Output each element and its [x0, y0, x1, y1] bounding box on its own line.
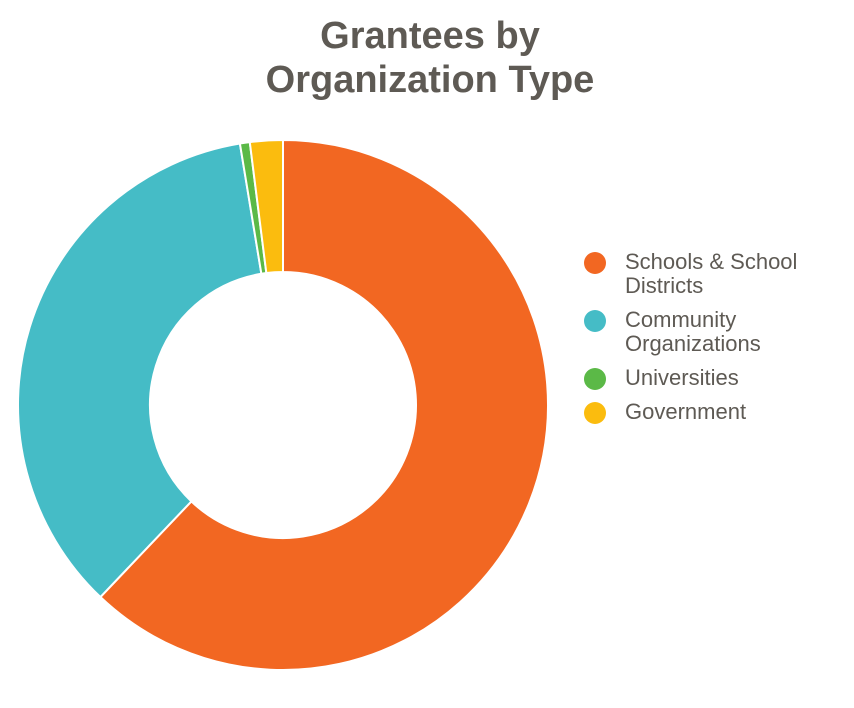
legend-label-line: Schools & School	[625, 249, 798, 274]
legend-item-0[interactable]: Schools & School Districts	[584, 250, 844, 298]
legend-dot-icon	[584, 368, 606, 390]
legend-label-line: Districts	[625, 273, 704, 298]
slice-0[interactable]	[99, 139, 549, 671]
legend-dot-icon	[584, 402, 606, 424]
chart-title-line-2: Organization Type	[265, 59, 595, 101]
legend-label-line: Universities	[625, 365, 739, 390]
legend-dot-icon	[584, 310, 606, 332]
legend-label-line: Government	[625, 399, 747, 424]
slice-1[interactable]	[17, 142, 263, 599]
legend-dot-icon	[584, 252, 606, 274]
legend-item-3[interactable]: Government	[584, 400, 844, 424]
legend-item-2[interactable]: Universities	[584, 366, 844, 390]
legend-label-line: Community	[625, 307, 737, 332]
chart-title-line-1: Grantees by	[320, 15, 540, 57]
legend-item-1[interactable]: Community Organizations	[584, 308, 844, 356]
legend-label-line: Organizations	[625, 331, 761, 356]
chart-title: Grantees by Organization Type	[130, 14, 730, 102]
legend: Schools & School Districts Community Organi…	[584, 250, 844, 434]
donut-slices	[17, 139, 549, 671]
slice-3[interactable]	[248, 139, 284, 275]
